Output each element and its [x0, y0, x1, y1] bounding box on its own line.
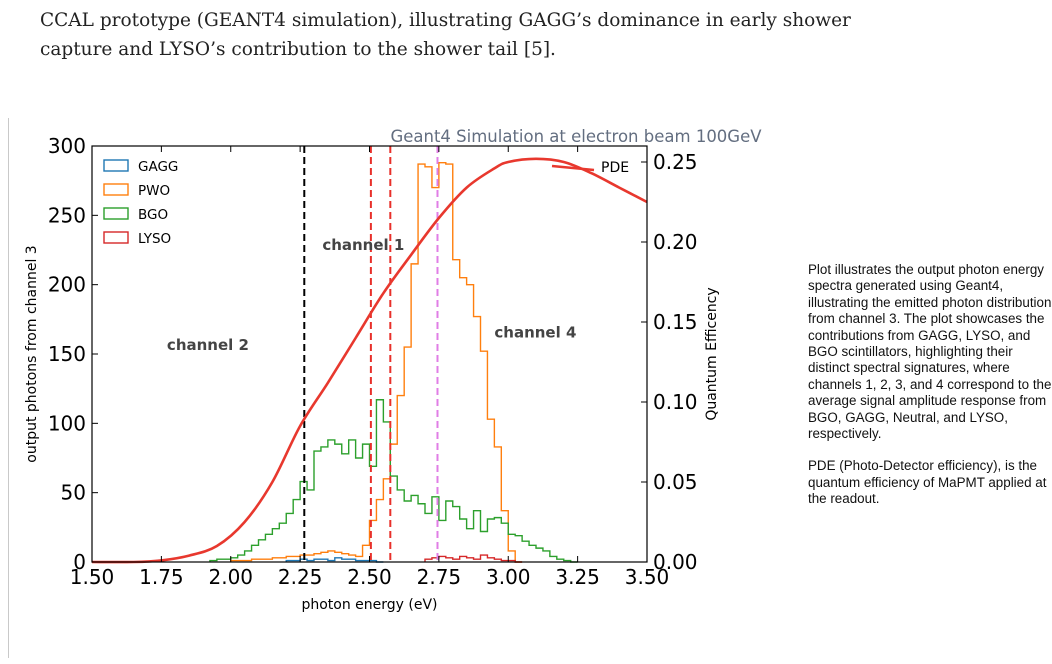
channel-boundary-lines — [303, 146, 439, 562]
legend-swatch-gagg — [103, 159, 129, 172]
x-tick-label: 3.00 — [486, 565, 531, 589]
pde-label-pointer — [551, 164, 595, 172]
series-layer — [209, 161, 578, 563]
y-tick-label: 300 — [48, 134, 86, 158]
legend-label-gagg: GAGG — [138, 159, 178, 175]
y-right-tick-label: 0.00 — [653, 550, 698, 574]
y-right-axis-label: Quantum Efficency — [704, 287, 720, 420]
legend: GAGG PWO BGO LYSO — [103, 159, 178, 247]
series-pde-curve — [91, 157, 648, 564]
annotation-channel-2: channel 2 — [167, 336, 249, 354]
annotation-channel-1: channel 1 — [322, 236, 404, 254]
x-tick-label: 1.50 — [70, 565, 115, 589]
side-note: Plot illustrates the output photon energ… — [808, 262, 1052, 508]
y-tick-label: 150 — [48, 342, 86, 366]
y-right-tick-label: 0.15 — [653, 310, 698, 334]
x-tick-label: 3.50 — [625, 565, 670, 589]
series-bgo-histogram — [209, 399, 578, 563]
x-axis-label: photon energy (eV) — [301, 597, 437, 613]
caption-line-2: capture and LYSO’s contribution to the s… — [40, 39, 556, 60]
tick-layer: 1.50 1.75 2.00 2.25 2.50 2.75 3.00 3.25 3.50 0 50 1… — [48, 134, 698, 589]
energy-spectra-chart: PDE 1.50 1.75 2.00 2.25 2.50 2.75 3.00 3.25 3.50… — [24, 127, 762, 613]
legend-swatch-bgo — [103, 207, 129, 220]
annotation-channel-4: channel 4 — [494, 323, 576, 341]
x-tick-label: 2.50 — [347, 565, 392, 589]
caption-line-1: CCAL prototype (GEANT4 simulation), illu… — [40, 10, 851, 31]
legend-swatch-pwo — [103, 183, 129, 196]
plot-frame — [91, 145, 648, 563]
y-axis-label: output photons from channel 3 — [24, 245, 40, 462]
y-right-tick-label: 0.10 — [653, 390, 698, 414]
pde-label: PDE — [601, 160, 629, 176]
y-tick-label: 100 — [48, 411, 86, 435]
x-tick-label: 1.75 — [139, 565, 184, 589]
y-tick-label: 250 — [48, 203, 86, 227]
left-divider — [8, 118, 9, 658]
y-tick-label: 0 — [73, 550, 86, 574]
legend-label-pwo: PWO — [138, 183, 170, 199]
legend-label-bgo: BGO — [138, 207, 168, 223]
series-lyso-histogram — [424, 554, 523, 563]
y-tick-label: 50 — [61, 481, 86, 505]
x-tick-label: 3.25 — [555, 565, 600, 589]
x-tick-label: 2.75 — [417, 565, 462, 589]
side-note-paragraph-1: Plot illustrates the output photon energ… — [808, 262, 1052, 442]
y-right-tick-label: 0.25 — [653, 150, 698, 174]
y-right-tick-label: 0.05 — [653, 470, 698, 494]
x-tick-label: 2.25 — [278, 565, 323, 589]
pde-layer: PDE — [91, 157, 648, 564]
legend-swatch-lyso — [103, 231, 129, 244]
caption-text: CCAL prototype (GEANT4 simulation), illu… — [40, 6, 1000, 64]
chart-title: Geant4 Simulation at electron beam 100Ge… — [390, 127, 762, 146]
series-gagg-histogram — [285, 557, 384, 563]
label-layer: photon energy (eV) output photons from ch… — [24, 127, 762, 613]
side-note-paragraph-2: PDE (Photo-Detector efficiency), is the … — [808, 458, 1047, 507]
x-tick-label: 2.00 — [208, 565, 253, 589]
legend-label-lyso: LYSO — [138, 231, 171, 247]
series-pwo-histogram — [230, 161, 523, 563]
y-tick-label: 200 — [48, 273, 86, 297]
y-right-tick-label: 0.20 — [653, 230, 698, 254]
